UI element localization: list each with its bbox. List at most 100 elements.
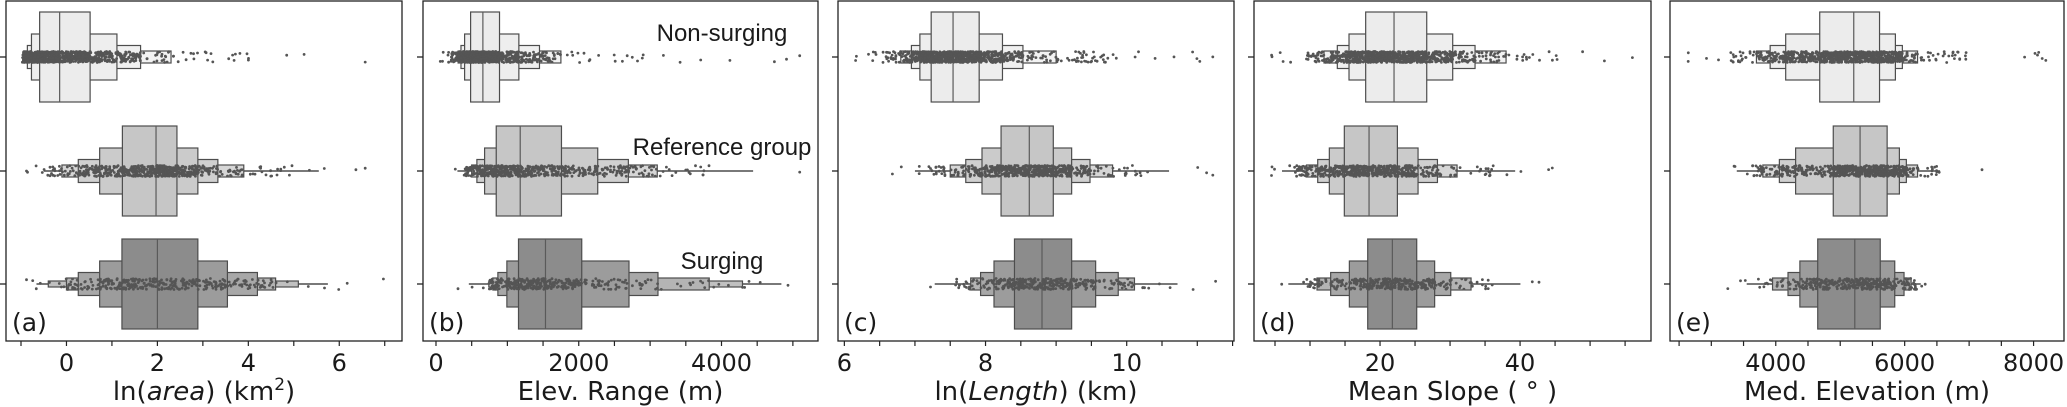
strip-point bbox=[202, 288, 206, 291]
strip-point bbox=[84, 55, 87, 58]
x-axis-label-part: ln( bbox=[113, 377, 147, 407]
strip-point bbox=[528, 53, 532, 57]
strip-point bbox=[481, 55, 485, 58]
strip-point bbox=[495, 174, 498, 178]
strip-point bbox=[932, 172, 936, 176]
strip-point bbox=[41, 57, 44, 60]
strip-point bbox=[741, 285, 744, 289]
strip-point bbox=[188, 174, 192, 178]
strip-point bbox=[54, 52, 58, 56]
strip-point bbox=[194, 281, 197, 285]
strip-point bbox=[1153, 57, 1157, 60]
strip-point bbox=[458, 50, 462, 54]
strip-point bbox=[914, 50, 917, 54]
strip-point bbox=[186, 286, 190, 290]
strip-point bbox=[236, 169, 239, 172]
strip-point bbox=[218, 174, 222, 178]
strip-point bbox=[501, 52, 505, 56]
strip-point bbox=[79, 287, 83, 290]
strip-point bbox=[174, 279, 177, 283]
strip-point bbox=[465, 51, 468, 55]
strip-point bbox=[136, 281, 140, 284]
strip-point bbox=[1055, 60, 1059, 64]
strip-point bbox=[694, 164, 697, 168]
strip-point bbox=[1101, 58, 1105, 61]
strip-point bbox=[917, 165, 921, 168]
strip-point bbox=[40, 60, 43, 64]
strip-point bbox=[651, 173, 654, 177]
strip-point bbox=[101, 281, 105, 285]
strip-point bbox=[210, 284, 214, 288]
strip-point bbox=[553, 166, 557, 170]
strip-point bbox=[948, 52, 952, 55]
strip-point bbox=[1211, 173, 1215, 177]
strip-point bbox=[449, 58, 453, 62]
strip-point bbox=[33, 50, 37, 54]
strip-point bbox=[77, 164, 81, 168]
strip-point bbox=[77, 55, 81, 59]
strip-point bbox=[591, 279, 595, 283]
strip-point bbox=[1026, 58, 1029, 62]
strip-point bbox=[140, 279, 144, 283]
strip-point bbox=[137, 167, 141, 171]
strip-point bbox=[172, 288, 176, 291]
strip-point bbox=[966, 60, 970, 64]
strip-point bbox=[204, 281, 207, 284]
strip-point bbox=[172, 166, 175, 170]
strip-point bbox=[275, 173, 279, 177]
strip-point bbox=[504, 172, 507, 176]
strip-point bbox=[482, 173, 486, 177]
strip-point bbox=[269, 278, 273, 282]
strip-point bbox=[546, 173, 550, 177]
strip-point bbox=[288, 173, 291, 177]
strip-point bbox=[159, 281, 163, 285]
strip-point bbox=[983, 59, 987, 63]
strip-point bbox=[154, 167, 158, 171]
strip-point bbox=[638, 281, 642, 285]
x-axis-label-part: area bbox=[147, 377, 206, 407]
strip-point bbox=[96, 287, 100, 290]
strip-point bbox=[535, 285, 538, 289]
strip-point bbox=[155, 164, 159, 168]
strip-point bbox=[48, 174, 52, 178]
strip-point bbox=[29, 50, 33, 53]
strip-point bbox=[490, 284, 494, 288]
strip-point bbox=[130, 283, 133, 286]
strip-point bbox=[581, 174, 585, 178]
strip-point bbox=[103, 171, 106, 175]
strip-point bbox=[96, 283, 100, 287]
strip-point bbox=[232, 281, 236, 284]
strip-point bbox=[970, 164, 974, 168]
strip-point bbox=[106, 277, 110, 281]
strip-point bbox=[285, 53, 289, 57]
strip-point bbox=[965, 55, 969, 58]
strip-point bbox=[587, 172, 591, 175]
strip-point bbox=[93, 166, 97, 169]
strip-point bbox=[1172, 55, 1176, 59]
strip-point bbox=[557, 165, 561, 169]
strip-point bbox=[949, 168, 953, 172]
strip-point bbox=[509, 170, 513, 174]
strip-point bbox=[40, 171, 44, 174]
strip-point bbox=[1042, 61, 1046, 64]
strip-point bbox=[108, 54, 111, 57]
strip-point bbox=[550, 164, 554, 168]
strip-point bbox=[26, 170, 29, 174]
strip-point bbox=[601, 280, 604, 283]
strip-point bbox=[894, 55, 898, 58]
strip-point bbox=[1137, 50, 1140, 54]
strip-point bbox=[717, 282, 721, 286]
strip-point bbox=[593, 164, 597, 168]
strip-point bbox=[76, 287, 80, 291]
strip-point bbox=[523, 279, 527, 282]
strip-point bbox=[902, 59, 905, 63]
strip-point bbox=[612, 165, 616, 169]
strip-point bbox=[306, 285, 310, 288]
strip-point bbox=[308, 168, 311, 172]
strip-point bbox=[219, 287, 223, 291]
strip-point bbox=[26, 58, 30, 62]
strip-point bbox=[34, 287, 38, 291]
strip-point bbox=[29, 53, 33, 57]
strip-point bbox=[551, 57, 555, 61]
